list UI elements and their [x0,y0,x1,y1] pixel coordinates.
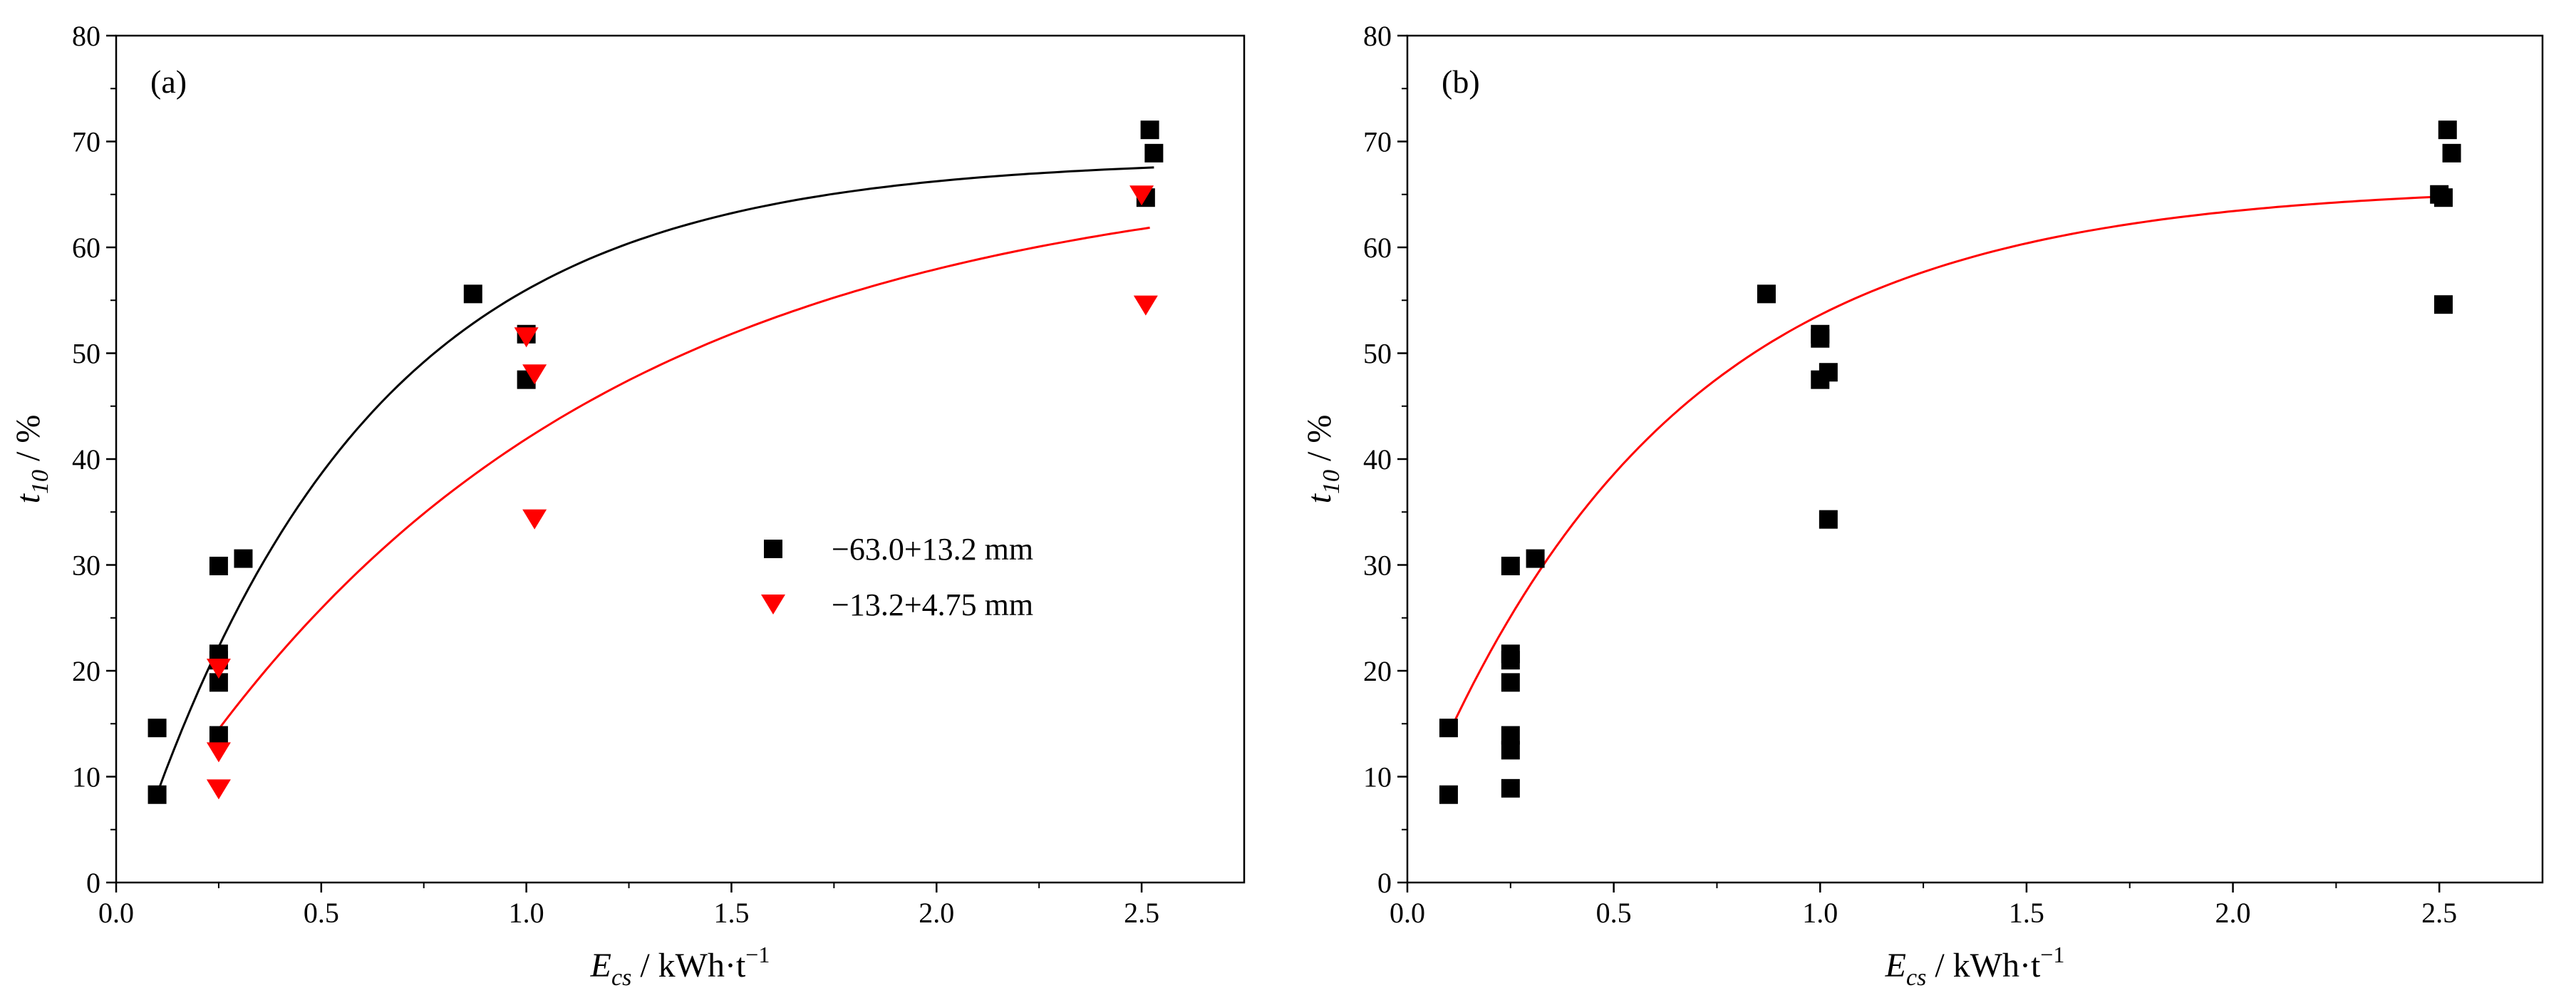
data-point-square [2438,120,2457,140]
x-tick-label: 0.5 [1596,897,1632,929]
y-tick-label: 50 [1363,338,1392,370]
data-point-square [234,549,253,568]
data-point-square [1144,143,1164,163]
legend-marker-square [764,540,782,558]
y-tick-label: 70 [1363,126,1392,158]
data-point-square [2442,143,2461,163]
x-axis-label-sub: cs [1906,964,1926,991]
data-point-square [1439,719,1458,738]
data-point-triangle [206,659,231,679]
data-point-square [148,785,167,804]
x-tick-label: 2.0 [919,897,954,929]
x-tick-label: 2.5 [1124,897,1159,929]
y-tick-label: 40 [72,443,100,475]
x-tick-label: 0.0 [1390,897,1425,929]
data-point-square [463,284,482,304]
y-axis-label-main: t [9,493,47,503]
data-point-square [1501,673,1520,692]
data-point-triangle [522,509,547,530]
data-point-square [1501,651,1520,670]
y-tick-label: 0 [1377,867,1392,899]
data-point-square [1140,120,1159,140]
chart-panel-b: 0.0 0.5 1.0 1.5 2.0 2.5 0 10 20 30 40 50 60 70 80 (b) Ec… [1300,20,2544,991]
data-point-square [1819,363,1838,382]
data-point-square [2433,188,2453,207]
data-point-triangle [514,327,539,348]
data-point-square [1819,510,1838,529]
data-point-square [148,719,167,738]
data-point-square [1811,329,1830,348]
data-point-triangle [1133,295,1158,316]
data-point-square [1501,556,1520,575]
data-point-square [1757,284,1776,304]
panel-label: (a) [150,63,187,100]
x-axis-label-sup: −1 [2040,942,2064,967]
data-point-triangle [206,779,231,800]
chart-panel-a: 0.0 0.5 1.0 1.5 2.0 2.5 0 10 20 30 40 50 60 70 80 (a) Ec… [9,20,1246,991]
y-tick-label: 60 [72,232,100,264]
data-point-square [1439,785,1458,804]
y-axis-label-rest: / % [1300,415,1338,470]
data-point-square [2433,295,2453,314]
plot-frame [1406,34,2544,884]
y-axis-label-main: t [1300,493,1338,503]
x-tick-label: 1.0 [509,897,544,929]
fit-curve-0 [1447,195,2444,734]
data-point-triangle [522,364,547,385]
y-axis-label-sub: 10 [27,470,53,494]
legend-label: −63.0+13.2 mm [832,532,1033,567]
y-axis-label-rest: / % [9,415,47,470]
plot-frame [115,34,1246,884]
panel-label: (b) [1442,63,1480,100]
y-tick-label: 70 [72,126,100,158]
y-tick-label: 10 [72,761,100,793]
data-point-square [209,556,228,575]
y-axis-label-sub: 10 [1318,470,1345,494]
data-point-square [1501,778,1520,798]
x-axis-label-sup: −1 [745,942,770,967]
x-axis-label: Ecs / kWh·t−1 [590,942,770,991]
y-tick-label: 80 [1363,20,1392,52]
fit-curve-0 [156,166,1154,794]
x-axis-label: Ecs / kWh·t−1 [1885,942,2065,991]
x-tick-label: 0.5 [304,897,339,929]
y-tick-label: 60 [1363,232,1392,264]
x-tick-label: 0.0 [98,897,134,929]
x-tick-label: 1.5 [713,897,749,929]
x-axis-label-rest: / kWh·t [631,947,746,984]
y-tick-label: 0 [86,867,100,899]
y-tick-label: 30 [72,550,100,582]
x-axis-label-main: E [1885,947,1906,984]
y-tick-label: 20 [1363,655,1392,687]
data-point-square [209,726,228,745]
x-tick-label: 2.0 [2215,897,2251,929]
x-axis-label-rest: / kWh·t [1926,947,2041,984]
legend-label: −13.2+4.75 mm [832,587,1033,622]
y-tick-label: 80 [72,20,100,52]
y-axis-label: t10 / % [1300,415,1345,504]
y-tick-label: 50 [72,338,100,370]
x-axis-label-sub: cs [611,964,631,991]
x-axis-label-main: E [590,947,611,984]
data-point-triangle [1129,185,1154,206]
x-tick-label: 1.0 [1802,897,1838,929]
data-point-triangle [206,742,231,763]
fit-curve-1 [217,226,1150,730]
x-tick-label: 2.5 [2421,897,2457,929]
y-axis-label: t10 / % [9,415,53,504]
y-tick-label: 10 [1363,761,1392,793]
x-tick-label: 1.5 [2009,897,2044,929]
y-tick-label: 40 [1363,443,1392,475]
data-point-square [1526,549,1545,568]
y-tick-label: 20 [72,655,100,687]
y-tick-label: 30 [1363,550,1392,582]
data-point-square [1501,741,1520,760]
legend-marker-triangle [761,595,785,614]
